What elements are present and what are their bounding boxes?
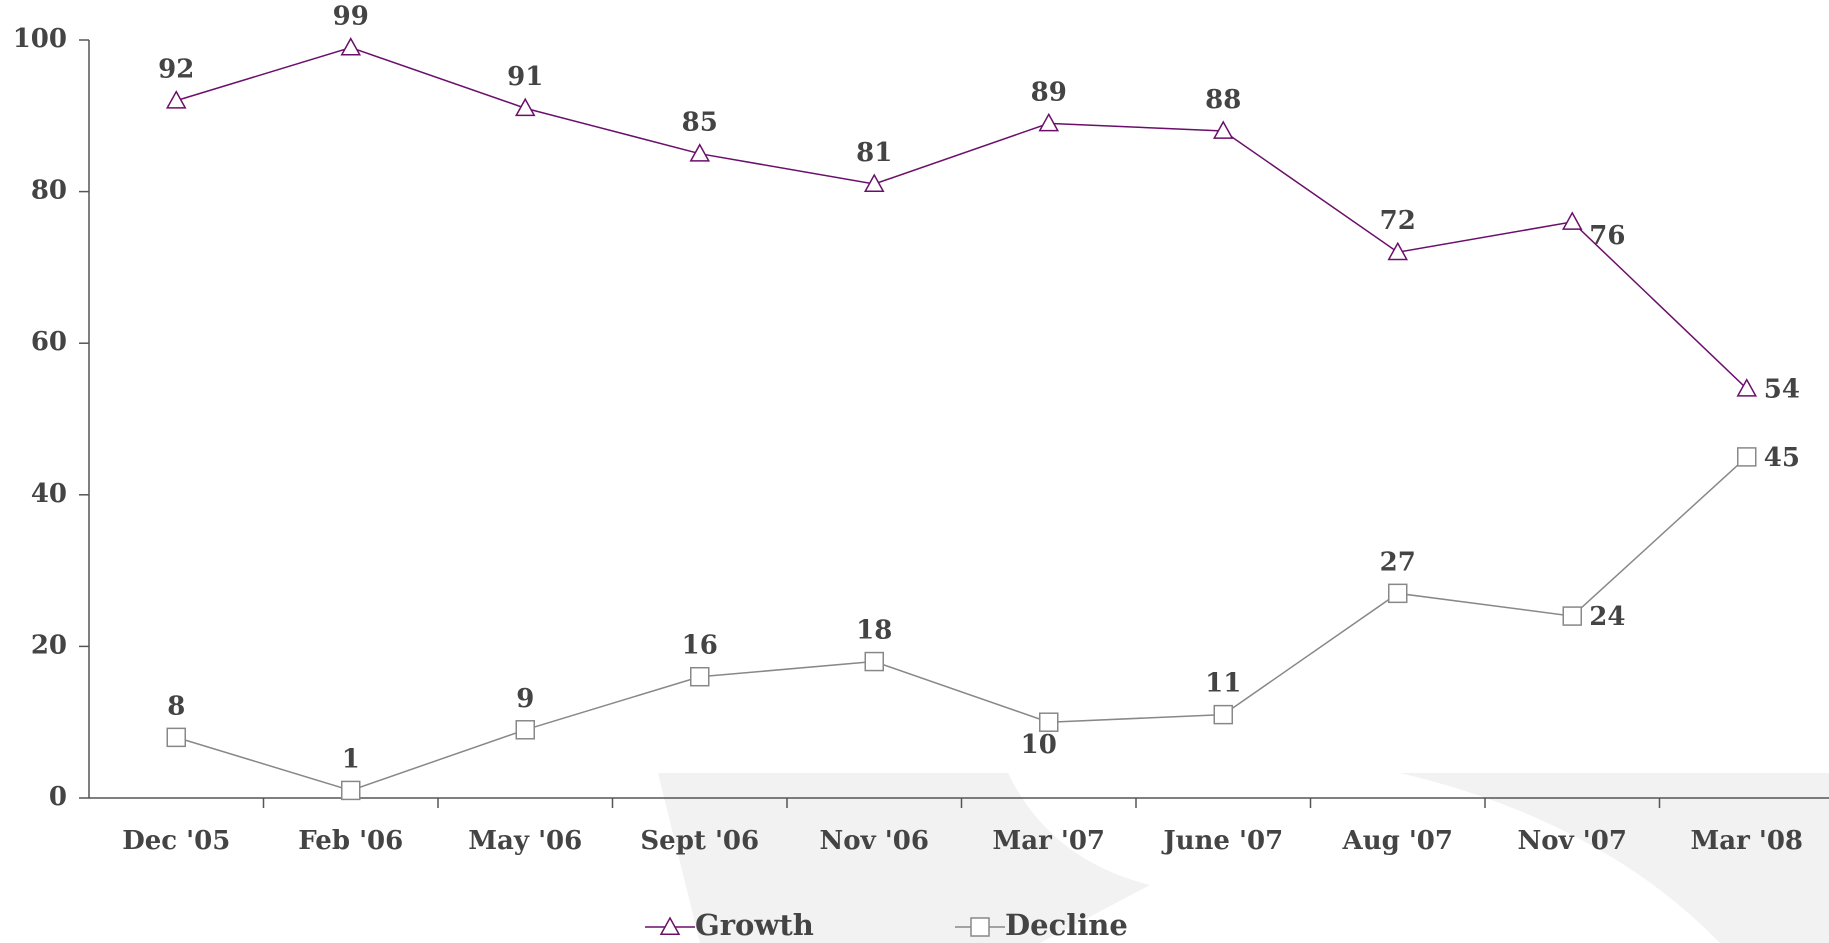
data-label: 54: [1764, 375, 1800, 405]
y-tick-label: 80: [31, 176, 67, 206]
data-label: 27: [1380, 547, 1416, 577]
data-label: 72: [1380, 206, 1416, 236]
data-point: [1039, 712, 1059, 732]
legend-label: Growth: [695, 908, 814, 942]
data-label: 24: [1589, 602, 1625, 632]
data-label: 16: [682, 631, 718, 661]
data-point: [863, 173, 885, 192]
y-tick-label: 100: [13, 24, 67, 54]
watermark: [658, 773, 1150, 943]
y-tick-label: 20: [31, 630, 67, 660]
data-point: [689, 143, 711, 162]
data-point: [1212, 120, 1234, 139]
data-label: 92: [158, 55, 194, 85]
data-label: 99: [333, 2, 369, 32]
x-tick-label: Dec '05: [122, 826, 230, 856]
data-label: 10: [1021, 730, 1057, 760]
x-tick-label: May '06: [468, 826, 582, 856]
x-tick-label: Aug '07: [1342, 826, 1453, 856]
data-point: [690, 666, 710, 687]
series-line: [176, 456, 1748, 792]
data-label: 85: [682, 108, 718, 138]
legend-marker: [970, 917, 990, 937]
x-tick-label: Mar '07: [992, 826, 1105, 856]
data-label: 91: [507, 62, 543, 92]
data-point: [165, 90, 187, 109]
x-tick-label: Nov '06: [820, 826, 929, 856]
data-point: [864, 651, 884, 672]
data-label: 9: [516, 684, 534, 714]
data-point: [1038, 112, 1060, 132]
series-line: [176, 46, 1748, 390]
data-point: [1561, 211, 1583, 230]
data-point: [1388, 583, 1408, 604]
x-tick-label: Mar '08: [1690, 826, 1803, 856]
data-point: [1737, 447, 1757, 467]
data-label: 11: [1205, 669, 1241, 699]
data-point: [1562, 606, 1582, 626]
data-label: 76: [1589, 221, 1625, 251]
data-point: [514, 97, 536, 117]
watermark: [1400, 773, 1829, 943]
data-point: [341, 780, 361, 801]
data-point: [515, 720, 535, 740]
data-point: [340, 37, 362, 56]
x-tick-label: Nov '07: [1518, 826, 1627, 856]
data-point: [1387, 241, 1409, 261]
x-tick-label: Sept '06: [640, 826, 759, 856]
data-point: [166, 727, 186, 748]
data-label: 88: [1205, 85, 1241, 115]
data-point: [1736, 378, 1758, 397]
data-label: 8: [167, 691, 185, 721]
legend-label: Decline: [1005, 908, 1128, 942]
y-tick-label: 0: [49, 782, 67, 812]
data-point: [1213, 704, 1233, 725]
data-label: 1: [342, 744, 360, 774]
x-tick-label: Feb '06: [298, 826, 403, 856]
data-label: 89: [1031, 77, 1067, 107]
data-label: 81: [856, 138, 892, 168]
y-tick-label: 40: [31, 479, 67, 509]
y-tick-label: 60: [31, 327, 67, 357]
legend-marker: [659, 916, 681, 935]
data-label: 18: [856, 616, 892, 646]
x-tick-label: June '07: [1161, 826, 1283, 856]
data-label: 45: [1764, 443, 1800, 473]
